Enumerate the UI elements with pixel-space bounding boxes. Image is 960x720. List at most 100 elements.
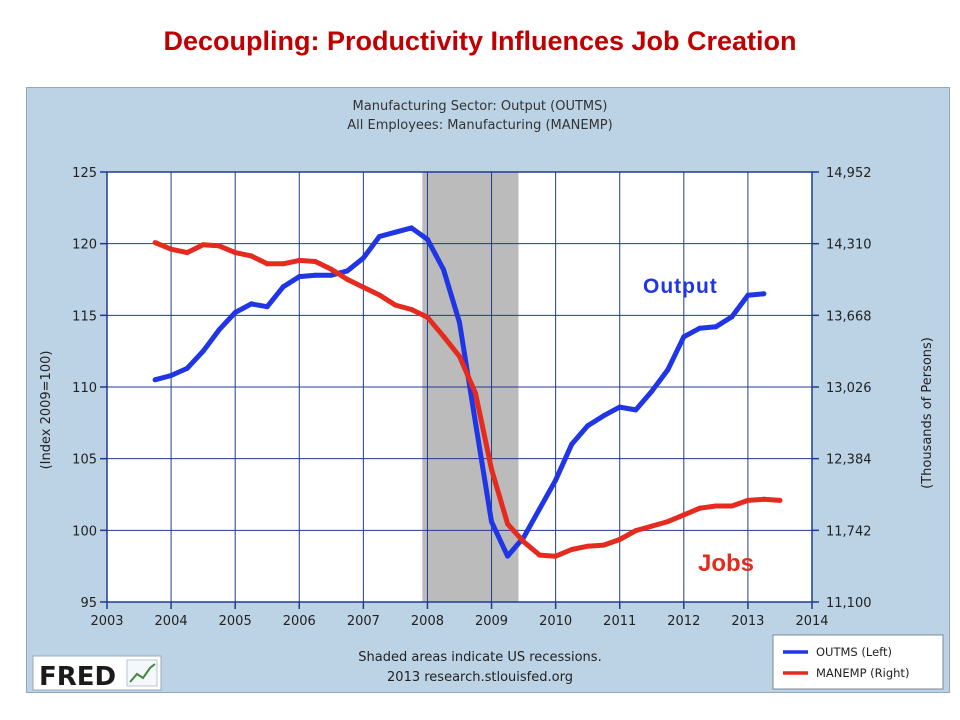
data-point-manemp [344, 276, 350, 282]
data-point-manemp [312, 259, 318, 264]
left-axis-tick-label: 95 [80, 596, 97, 611]
data-point-manemp [665, 519, 671, 525]
data-point-outms [168, 373, 174, 378]
data-point-outms [425, 236, 430, 242]
data-point-manemp [473, 390, 478, 396]
chart-frame: Manufacturing Sector: Output (OUTMS) All… [26, 87, 950, 693]
right-axis-label: (Thousands of Persons) [920, 337, 935, 489]
left-axis-label: (Index 2009=100) [39, 351, 54, 470]
data-point-outms [408, 225, 414, 231]
x-axis-tick-label: 2010 [539, 614, 572, 629]
data-point-outms [745, 292, 751, 298]
data-point-manemp [184, 250, 190, 256]
right-axis-tick-label: 13,026 [826, 381, 872, 396]
left-axis-tick-label: 105 [72, 453, 97, 468]
slide-title: Decoupling: Productivity Influences Job … [163, 26, 797, 56]
legend-label-manemp: MANEMP (Right) [816, 666, 909, 680]
data-point-manemp [360, 284, 366, 290]
series-line-manemp [154, 240, 781, 559]
data-point-outms [248, 301, 254, 307]
data-point-manemp [216, 243, 222, 249]
x-axis-tick-label: 2014 [795, 614, 828, 629]
data-point-manemp [328, 266, 334, 272]
data-point-outms [296, 274, 302, 280]
data-point-manemp [601, 542, 607, 548]
data-point-manemp [296, 257, 302, 263]
left-axis-tick-label: 115 [72, 309, 97, 324]
data-point-outms [392, 229, 398, 235]
x-axis-tick-label: 2008 [411, 614, 444, 629]
data-point-manemp [441, 333, 446, 339]
data-point-manemp [697, 505, 703, 511]
data-point-outms [152, 377, 158, 383]
data-point-manemp [537, 552, 543, 558]
x-axis-tick-label: 2005 [219, 614, 252, 629]
plot-area: 95 11,100 100 11,742 105 12,384 110 13,026 115 13… [72, 166, 871, 629]
data-point-outms [280, 284, 286, 290]
data-point-manemp [232, 250, 238, 256]
data-point-outms [649, 388, 655, 394]
data-point-manemp [392, 302, 398, 308]
data-point-outms [473, 420, 478, 426]
data-point-outms [328, 272, 334, 278]
data-point-manemp [457, 353, 462, 359]
data-point-outms [505, 553, 511, 559]
data-point-outms [553, 477, 559, 483]
right-axis-tick-label: 12,384 [826, 453, 872, 468]
data-point-manemp [569, 547, 575, 552]
right-axis-tick-label: 11,100 [826, 596, 872, 611]
data-point-outms [681, 334, 687, 340]
data-point-outms [376, 234, 382, 239]
x-axis-tick-label: 2009 [475, 614, 508, 629]
data-point-outms [200, 348, 206, 354]
data-point-outms [360, 255, 366, 261]
data-point-outms [601, 413, 607, 419]
data-point-manemp [152, 240, 158, 246]
legend-box [772, 634, 944, 690]
data-point-outms [312, 272, 318, 278]
data-point-outms [232, 310, 238, 315]
data-point-manemp [200, 242, 206, 248]
x-axis-tick-label: 2012 [667, 614, 700, 629]
fred-logo: FRED [32, 655, 162, 692]
data-point-outms [761, 291, 767, 297]
data-point-manemp [521, 539, 527, 545]
data-point-manemp [681, 512, 687, 518]
data-point-manemp [745, 497, 751, 503]
data-point-outms [344, 268, 350, 274]
left-axis-tick-label: 120 [72, 238, 97, 253]
data-point-manemp [264, 261, 270, 267]
data-point-manemp [617, 537, 623, 542]
chart-subtitle-line-2: All Employees: Manufacturing (MANEMP) [347, 118, 612, 133]
plot-border [106, 171, 813, 603]
data-point-manemp [553, 553, 559, 559]
x-axis-tick-label: 2004 [155, 614, 188, 629]
left-axis-tick-label: 110 [72, 381, 97, 396]
left-axis-tick-label: 100 [72, 524, 97, 539]
right-axis-tick-label: 11,742 [826, 524, 872, 539]
data-point-manemp [408, 307, 414, 312]
legend-label-outms: OUTMS (Left) [816, 645, 892, 659]
data-point-manemp [729, 503, 735, 509]
x-axis-tick-label: 2003 [90, 614, 123, 629]
data-point-outms [264, 304, 270, 310]
x-axis-tick-label: 2006 [283, 614, 316, 629]
data-point-manemp [713, 503, 719, 509]
data-point-outms [585, 423, 591, 429]
data-point-outms [537, 506, 543, 512]
chart-svg: Manufacturing Sector: Output (OUTMS) All… [32, 99, 944, 692]
data-point-outms [457, 320, 462, 325]
right-axis-tick-label: 14,310 [826, 238, 872, 253]
data-point-outms [729, 314, 735, 320]
right-axis-tick-label: 13,668 [826, 309, 872, 324]
x-axis-tick-label: 2007 [347, 614, 380, 629]
data-point-manemp [168, 246, 174, 252]
data-point-outms [569, 441, 575, 447]
x-axis-tick-label: 2013 [731, 614, 764, 629]
data-point-manemp [280, 261, 286, 267]
data-point-outms [713, 324, 719, 330]
data-point-manemp [649, 523, 655, 529]
data-point-manemp [777, 497, 783, 503]
recession-note: Shaded areas indicate US recessions. [358, 650, 601, 665]
data-point-manemp [376, 292, 382, 298]
